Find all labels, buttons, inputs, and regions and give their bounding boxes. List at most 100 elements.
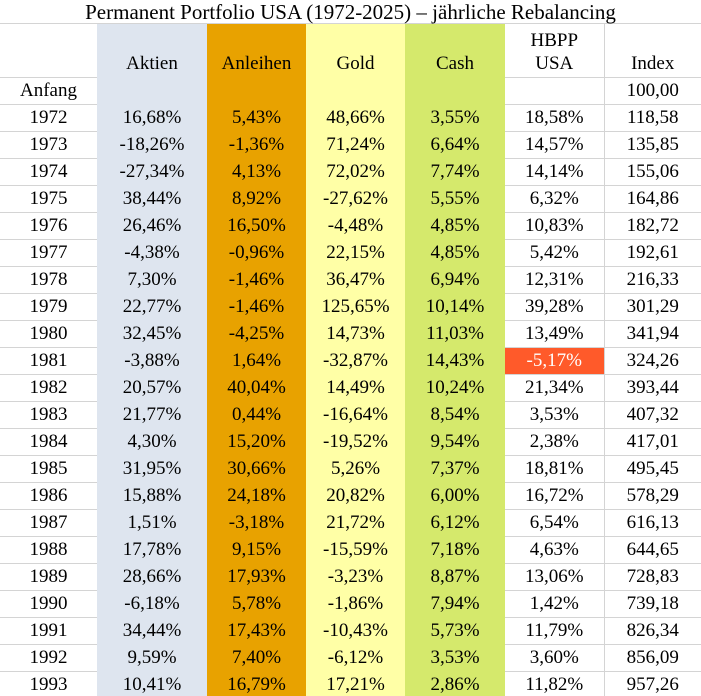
cell-index: 728,83 xyxy=(604,563,701,591)
cell-aktien: -6,18% xyxy=(97,590,207,618)
cell-year: 1979 xyxy=(0,293,97,321)
cell-cash: 7,94% xyxy=(405,590,505,618)
cell-year: 1984 xyxy=(0,428,97,456)
cell-gold: 125,65% xyxy=(306,293,405,321)
cell-gold: -1,86% xyxy=(306,590,405,618)
cell-aktien: 32,45% xyxy=(97,320,207,348)
cell-anleihen: -4,25% xyxy=(207,320,306,348)
cell-cash: 14,43% xyxy=(405,347,505,375)
cell-anleihen: 17,43% xyxy=(207,617,306,645)
cell-cash: 7,37% xyxy=(405,455,505,483)
cell-anleihen: 5,78% xyxy=(207,590,306,618)
cell-anleihen: 8,92% xyxy=(207,185,306,213)
cell-anleihen: 16,79% xyxy=(207,671,306,696)
table-row: 1987 1,51% -3,18% 21,72% 6,12% 6,54% 616,13 xyxy=(0,509,701,537)
cell-gold: -16,64% xyxy=(306,401,405,429)
cell-aktien: -4,38% xyxy=(97,239,207,267)
cell-year: 1977 xyxy=(0,239,97,267)
cell-gold: 71,24% xyxy=(306,131,405,159)
cell-gold: 17,21% xyxy=(306,671,405,696)
cell-cash: 10,14% xyxy=(405,293,505,321)
cell-cash: 10,24% xyxy=(405,374,505,402)
cell-cash: 9,54% xyxy=(405,428,505,456)
cell-year: 1988 xyxy=(0,536,97,564)
cell-cash: 2,86% xyxy=(405,671,505,696)
cell-anleihen: -1,46% xyxy=(207,293,306,321)
cell-index: 739,18 xyxy=(604,590,701,618)
cell-index: 417,01 xyxy=(604,428,701,456)
table-row: 1984 4,30% 15,20% -19,52% 9,54% 2,38% 417,01 xyxy=(0,428,701,456)
table-row: 1979 22,77% -1,46% 125,65% 10,14% 39,28% 301,2… xyxy=(0,293,701,321)
start-label: Anfang xyxy=(0,77,97,105)
cell-index: 324,26 xyxy=(604,347,701,375)
header-hbpp-line2: USA xyxy=(535,53,574,74)
cell-anleihen: 1,64% xyxy=(207,347,306,375)
cell-aktien: 10,41% xyxy=(97,671,207,696)
cell-year: 1972 xyxy=(0,104,97,132)
table-row: 1981 -3,88% 1,64% -32,87% 14,43% -5,17% 324,26 xyxy=(0,347,701,375)
cell-index: 164,86 xyxy=(604,185,701,213)
cell-year: 1983 xyxy=(0,401,97,429)
table-row: 1974 -27,34% 4,13% 72,02% 7,74% 14,14% 155,06 xyxy=(0,158,701,186)
cell-gold: 21,72% xyxy=(306,509,405,537)
cell-aktien: 20,57% xyxy=(97,374,207,402)
cell-index: 301,29 xyxy=(604,293,701,321)
start-index: 100,00 xyxy=(604,77,701,105)
cell-index: 957,26 xyxy=(604,671,701,696)
cell-cash: 6,00% xyxy=(405,482,505,510)
table-row: 1972 16,68% 5,43% 48,66% 3,55% 18,58% 118,58 xyxy=(0,104,701,132)
cell-cash: 4,85% xyxy=(405,239,505,267)
cell-anleihen: 9,15% xyxy=(207,536,306,564)
cell-gold: -10,43% xyxy=(306,617,405,645)
cell-year: 1987 xyxy=(0,509,97,537)
cell-index: 826,34 xyxy=(604,617,701,645)
cell xyxy=(505,77,605,105)
cell-gold: 48,66% xyxy=(306,104,405,132)
table-row: 1990 -6,18% 5,78% -1,86% 7,94% 1,42% 739,18 xyxy=(0,590,701,618)
cell-aktien: 15,88% xyxy=(97,482,207,510)
cell-index: 578,29 xyxy=(604,482,701,510)
cell-anleihen: 5,43% xyxy=(207,104,306,132)
cell-year: 1986 xyxy=(0,482,97,510)
cell-hbpp: 12,31% xyxy=(505,266,605,294)
cell-hbpp: 6,54% xyxy=(505,509,605,537)
cell-year: 1985 xyxy=(0,455,97,483)
cell-hbpp: 39,28% xyxy=(505,293,605,321)
cell-index: 341,94 xyxy=(604,320,701,348)
cell-cash: 6,12% xyxy=(405,509,505,537)
cell-hbpp: 14,57% xyxy=(505,131,605,159)
table-row: 1992 9,59% 7,40% -6,12% 3,53% 3,60% 856,09 xyxy=(0,644,701,672)
cell-year: 1993 xyxy=(0,671,97,696)
cell-gold: 14,49% xyxy=(306,374,405,402)
cell-aktien: 22,77% xyxy=(97,293,207,321)
cell-cash: 3,55% xyxy=(405,104,505,132)
cell-gold: -27,62% xyxy=(306,185,405,213)
table-row: 1989 28,66% 17,93% -3,23% 8,87% 13,06% 728,83 xyxy=(0,563,701,591)
cell-aktien: 16,68% xyxy=(97,104,207,132)
cell-aktien: 17,78% xyxy=(97,536,207,564)
cell-index: 856,09 xyxy=(604,644,701,672)
header-anleihen: Anleihen xyxy=(207,24,306,78)
cell-aktien: 28,66% xyxy=(97,563,207,591)
cell-aktien: 9,59% xyxy=(97,644,207,672)
table-title: Permanent Portfolio USA (1972-2025) – jä… xyxy=(0,0,701,24)
cell-index: 495,45 xyxy=(604,455,701,483)
cell-anleihen: 7,40% xyxy=(207,644,306,672)
header-hbpp: HBPP USA xyxy=(505,24,605,78)
cell-year: 1992 xyxy=(0,644,97,672)
cell-anleihen: 0,44% xyxy=(207,401,306,429)
returns-table: Aktien Anleihen Gold Cash HBPP USA Index … xyxy=(0,24,701,696)
table-row: 1982 20,57% 40,04% 14,49% 10,24% 21,34% 393,44 xyxy=(0,374,701,402)
cell-aktien: -27,34% xyxy=(97,158,207,186)
cell-aktien: 26,46% xyxy=(97,212,207,240)
cell-anleihen: -0,96% xyxy=(207,239,306,267)
cell-year: 1982 xyxy=(0,374,97,402)
cell xyxy=(97,77,207,105)
cell-hbpp: 6,32% xyxy=(505,185,605,213)
cell xyxy=(306,77,405,105)
header-cash: Cash xyxy=(405,24,505,78)
cell-anleihen: 40,04% xyxy=(207,374,306,402)
cell-hbpp: 18,81% xyxy=(505,455,605,483)
cell-gold: 72,02% xyxy=(306,158,405,186)
